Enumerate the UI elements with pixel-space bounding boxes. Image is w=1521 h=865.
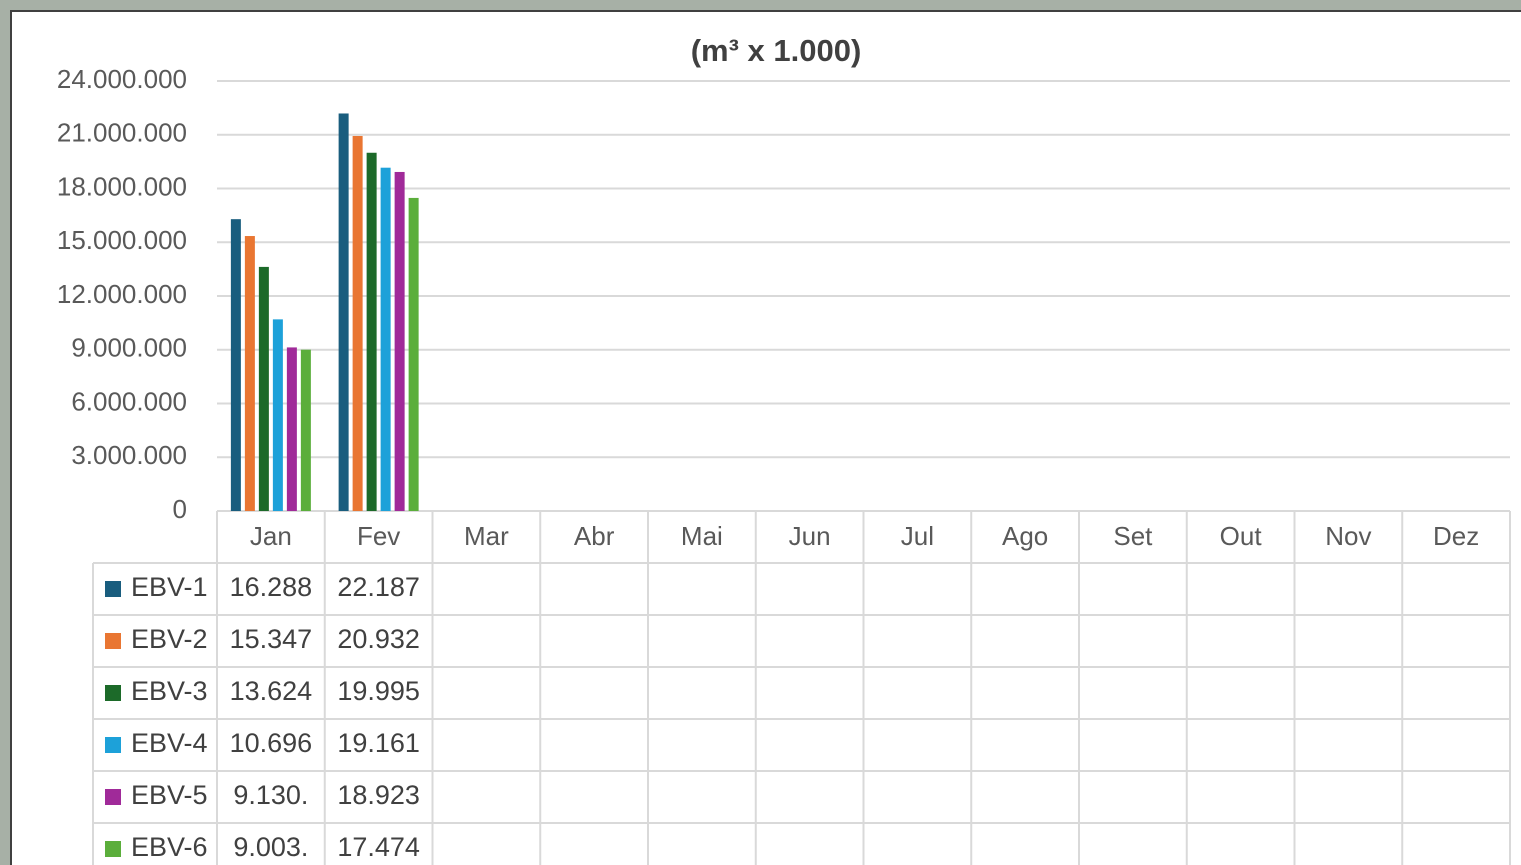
bar <box>258 266 269 511</box>
legend-label: EBV-6 <box>131 832 208 862</box>
table-cell: 9.130. <box>233 780 308 810</box>
legend-label: EBV-1 <box>131 572 208 602</box>
y-tick-label: 15.000.000 <box>57 225 187 255</box>
bar <box>366 152 377 511</box>
y-tick-label: 9.000.000 <box>71 333 187 363</box>
y-tick-label: 6.000.000 <box>71 386 187 416</box>
table-cell: 16.288 <box>230 572 313 602</box>
x-tick-label: Mai <box>681 521 723 551</box>
y-tick-label: 12.000.000 <box>57 279 187 309</box>
bar <box>230 219 241 511</box>
table-cell: 9.003. <box>233 832 308 862</box>
bar <box>352 135 363 512</box>
table-cell: 18.923 <box>337 780 420 810</box>
legend-label: EBV-5 <box>131 780 208 810</box>
legend-key <box>105 633 121 649</box>
table-cell: 10.696 <box>230 728 313 758</box>
table-cell: 20.932 <box>337 624 420 654</box>
y-tick-label: 0 <box>173 494 187 524</box>
bar <box>286 347 297 511</box>
legend-label: EBV-3 <box>131 676 208 706</box>
x-tick-label: Ago <box>1002 521 1048 551</box>
bar <box>300 349 311 511</box>
bar <box>244 236 255 512</box>
bar <box>408 197 419 511</box>
x-tick-label: Set <box>1113 521 1153 551</box>
y-tick-label: 18.000.000 <box>57 171 187 201</box>
table-cell: 15.347 <box>230 624 313 654</box>
legend-key <box>105 685 121 701</box>
table-cell: 19.161 <box>337 728 420 758</box>
chart-title: (m³ x 1.000) <box>691 33 862 68</box>
x-tick-label: Fev <box>357 521 400 551</box>
x-tick-label: Nov <box>1325 521 1371 551</box>
legend-key <box>105 737 121 753</box>
x-tick-label: Out <box>1220 521 1263 551</box>
table-cell: 13.624 <box>230 676 313 706</box>
table-cell: 19.995 <box>337 676 420 706</box>
table-cell: 17.474 <box>337 832 420 862</box>
x-tick-label: Jan <box>250 521 292 551</box>
bar <box>394 171 405 511</box>
table-cell: 22.187 <box>337 572 420 602</box>
bar <box>272 319 283 511</box>
y-tick-label: 21.000.000 <box>57 118 187 148</box>
legend-label: EBV-4 <box>131 728 208 758</box>
y-tick-label: 24.000.000 <box>57 64 187 94</box>
x-tick-label: Dez <box>1433 521 1479 551</box>
legend-key <box>105 581 121 597</box>
legend-key <box>105 789 121 805</box>
bar <box>338 113 349 512</box>
x-tick-label: Abr <box>574 521 615 551</box>
y-tick-label: 3.000.000 <box>71 440 187 470</box>
legend-key <box>105 841 121 857</box>
legend-label: EBV-2 <box>131 624 208 654</box>
x-tick-label: Jun <box>789 521 831 551</box>
x-tick-label: Jul <box>901 521 934 551</box>
bar <box>380 167 391 512</box>
x-tick-label: Mar <box>464 521 509 551</box>
